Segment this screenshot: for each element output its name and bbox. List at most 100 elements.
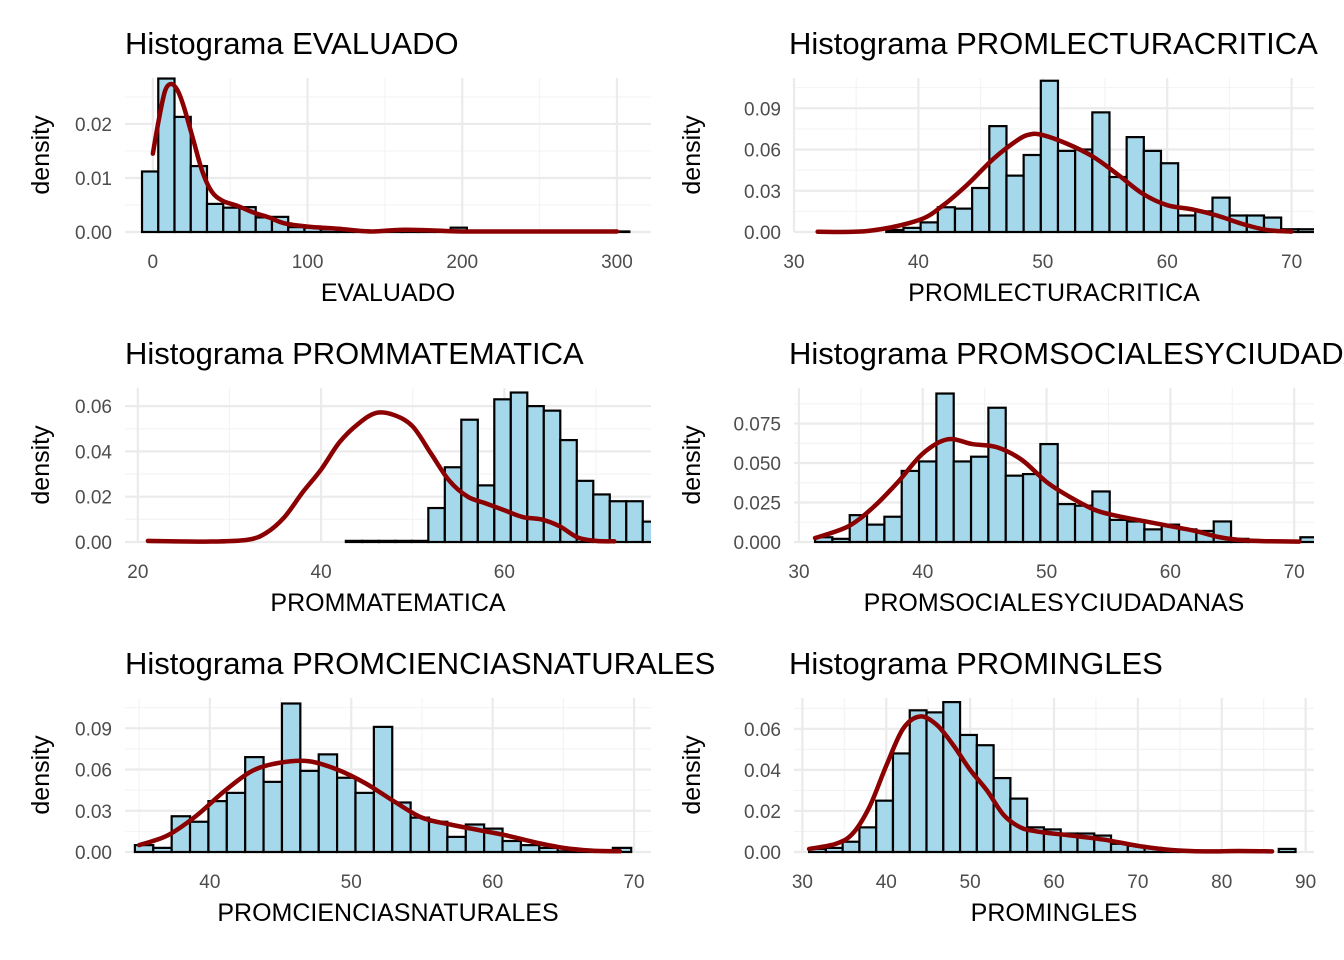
x-tick-label: 50 [960,872,981,893]
density-curve [150,81,620,234]
histogram-bar [538,846,559,854]
x-tick-label: 90 [1295,872,1316,893]
y-axis-title: density [27,425,55,505]
x-tick-label: 30 [783,252,804,273]
x-tick-label: 40 [908,252,929,273]
histogram-bar [1277,847,1297,854]
histogram-bar [1004,474,1025,544]
histogram-bar [875,799,895,854]
histogram-bar [1056,502,1077,544]
histogram-bar [427,506,446,544]
histogram-bar [592,493,611,544]
histogram-bar [641,520,651,544]
histogram-bars [816,79,1314,234]
histogram-bar [140,170,160,234]
density-curve [145,410,617,544]
chart-title: Histograma PROMLECTURACRITICA [789,26,1318,61]
histogram-bar [908,709,928,854]
histogram-bar [676,517,692,542]
y-tick-label: 0.09 [744,99,781,120]
histogram-bar [394,539,413,544]
histogram-bar [1074,148,1094,234]
histogram-bar [446,835,467,854]
histogram-bar [971,186,991,234]
histogram-bar [865,523,886,544]
x-tick-label: 60 [1160,562,1181,583]
x-tick-label: 50 [341,872,362,893]
histogram-bar [1297,228,1314,234]
histogram-bar [207,800,228,854]
histogram-bar [841,840,861,854]
histogram-bar [919,221,939,234]
chart-title: Histograma PROMINGLES [789,646,1163,681]
histogram-panel-5: 40 50 60 70 0.00 0.03 0.06 0.09 PROMCIENCIASNATU… [27,646,715,927]
y-axis-title: density [678,735,706,815]
x-tick-label: 30 [788,562,809,583]
y-tick-label: 0.00 [744,843,781,864]
histogram-panel-2: 30 40 50 60 70 0.00 0.03 0.06 0.09 PROMLECTURACRI… [678,26,1318,307]
x-tick-label: 70 [1127,872,1148,893]
histogram-bar [902,226,922,234]
x-tick-label: 300 [601,252,633,273]
y-tick-label: 0.02 [75,488,112,509]
chart-title: Histograma PROMCIENCIASNATURALES [125,646,715,681]
histogram-bar [575,479,595,544]
histogram-bar [987,406,1007,544]
histogram-bar [831,537,851,544]
histogram-bar [608,500,628,544]
x-tick-label: 40 [876,872,897,893]
y-axis-title: density [678,425,706,505]
histogram-bar [222,206,241,234]
histogram-bar [692,537,708,542]
histogram-bar [344,539,364,544]
histogram-bar [936,206,957,234]
histogram-bar [891,752,911,854]
x-axis-title: PROMCIENCIASNATURALES [217,899,558,927]
histogram-bar [409,816,431,854]
histogram-bar [1142,149,1163,234]
histogram-panel-4: 30 40 50 60 70 0.000 0.025 0.050 0.075 PROMSOCIAL… [678,336,1344,617]
y-tick-label: 0.050 [733,454,781,475]
histogram-bar [335,776,357,854]
histogram-panel-3: 20 40 60 0.00 0.02 0.04 0.06 PROMMATEMATICA dens… [27,336,725,617]
histogram-bar [883,515,903,544]
histogram-bar [377,539,397,544]
y-tick-label: 0.06 [744,141,781,162]
y-tick-label: 0.04 [744,761,781,782]
x-tick-label: 40 [311,562,332,583]
y-axis-title: density [27,735,55,815]
x-axis-title: PROMLECTURACRITICA [908,279,1200,307]
histogram-bar [1091,111,1111,234]
histogram-bar [410,539,430,544]
y-tick-label: 0.025 [733,494,781,515]
y-tick-label: 0.00 [75,533,112,554]
histogram-bars [813,392,1314,544]
chart-title: Histograma PROMMATEMATICA [125,336,584,371]
histogram-bar [361,539,380,544]
histogram-bar [173,115,192,234]
histogram-bar [1056,149,1077,234]
chart-title: Histograma PROMSOCIALESYCIUDADANAS [789,336,1344,371]
histogram-panel-1: 0 100 200 300 0.00 0.01 0.02 EVALUADO density His… [27,26,651,307]
y-tick-label: 0.075 [733,415,781,436]
y-axis-title: density [27,115,55,195]
histogram-bar [709,541,725,542]
x-tick-label: 70 [1284,562,1305,583]
histogram-bars [140,77,631,234]
histogram-bar [1125,520,1146,544]
x-axis-title: PROMINGLES [971,899,1138,927]
histogram-bar [953,207,974,234]
histogram-bars [133,702,633,854]
histogram-bar [299,769,320,854]
histogram-bar [952,460,973,544]
y-tick-label: 0.09 [75,719,112,740]
y-tick-label: 0.06 [75,761,112,782]
x-tick-label: 70 [1281,252,1302,273]
histogram-bar [1177,214,1197,234]
density-curve [806,714,1275,854]
y-tick-label: 0.06 [744,720,781,741]
histogram-bar [460,418,479,544]
histogram-bar [900,469,921,544]
histogram-bar [917,460,938,544]
